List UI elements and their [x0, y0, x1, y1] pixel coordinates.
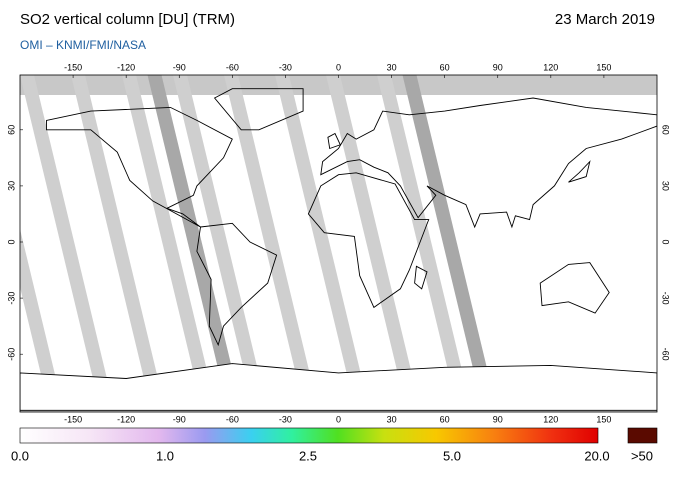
graticule-labels: -150 -150 -120 -120 -90 -90 -60 -60 -30 -30 0 0 30 30…	[6, 62, 670, 424]
lon-label-bottom: -150	[64, 414, 82, 424]
map-area	[20, 75, 657, 412]
landmass	[307, 172, 430, 309]
lon-label-top: -30	[279, 62, 292, 72]
lon-label-top: -150	[64, 62, 82, 72]
landmass	[196, 222, 278, 347]
coastlines	[20, 88, 657, 411]
colorbar-labels: 0.0 1.0 2.5 5.0 20.0 >50	[11, 448, 653, 463]
lon-label-top: 120	[543, 62, 558, 72]
lat-label-right: 30	[661, 181, 671, 191]
lon-label-bottom: 0	[336, 414, 341, 424]
lon-label-top: 60	[440, 62, 450, 72]
colorbar-label: 20.0	[584, 448, 609, 463]
lon-label-bottom: 90	[493, 414, 503, 424]
colorbar	[19, 427, 599, 444]
lon-label-bottom: -120	[117, 414, 135, 424]
landmass	[414, 265, 428, 290]
swath	[326, 75, 421, 412]
landmass	[539, 262, 610, 314]
lon-label-top: 90	[493, 62, 503, 72]
lon-label-bottom: -90	[173, 414, 186, 424]
lon-label-top: -120	[117, 62, 135, 72]
lat-label-right: -30	[661, 292, 671, 305]
swath	[224, 75, 319, 412]
lon-label-top: 30	[387, 62, 397, 72]
landmass	[568, 160, 591, 183]
swath	[122, 75, 217, 412]
landmass	[213, 88, 304, 131]
swath	[173, 75, 268, 412]
swath	[20, 75, 115, 412]
swath	[147, 75, 243, 412]
antarctica	[20, 363, 657, 411]
colorbar-label: 1.0	[156, 448, 174, 463]
lon-label-bottom: 60	[440, 414, 450, 424]
date: 23 March 2019	[555, 11, 655, 28]
lat-label-right: 60	[661, 125, 671, 135]
lon-label-top: -90	[173, 62, 186, 72]
colorbar-overflow	[627, 427, 658, 444]
lat-label-left: 0	[6, 239, 16, 244]
landmass	[327, 132, 341, 150]
lon-label-top: -60	[226, 62, 239, 72]
lat-label-left: 60	[6, 125, 16, 135]
colorbar-label: 5.0	[443, 448, 461, 463]
colorbar-label: 2.5	[299, 448, 317, 463]
lon-label-bottom: 150	[596, 414, 611, 424]
source: OMI – KNMI/FMI/NASA	[20, 38, 146, 52]
title: SO2 vertical column [DU] (TRM)	[20, 11, 235, 28]
lon-label-top: 0	[336, 62, 341, 72]
swath	[71, 75, 166, 412]
swath	[377, 75, 472, 412]
lat-label-left: 30	[6, 181, 16, 191]
lat-label-left: -30	[6, 292, 16, 305]
lon-label-bottom: 120	[543, 414, 558, 424]
colorbar-label: >50	[631, 448, 653, 463]
lat-label-right: -60	[661, 348, 671, 361]
lon-label-bottom: -30	[279, 414, 292, 424]
swath	[275, 75, 370, 412]
swath	[20, 228, 64, 412]
lon-label-bottom: 30	[387, 414, 397, 424]
landmass	[46, 106, 233, 228]
colorbar-label: 0.0	[11, 448, 29, 463]
landmass	[320, 97, 657, 229]
lat-label-left: -60	[6, 348, 16, 361]
lon-label-bottom: -60	[226, 414, 239, 424]
lon-label-top: 150	[596, 62, 611, 72]
lat-label-right: 0	[661, 239, 671, 244]
swath	[402, 75, 498, 412]
